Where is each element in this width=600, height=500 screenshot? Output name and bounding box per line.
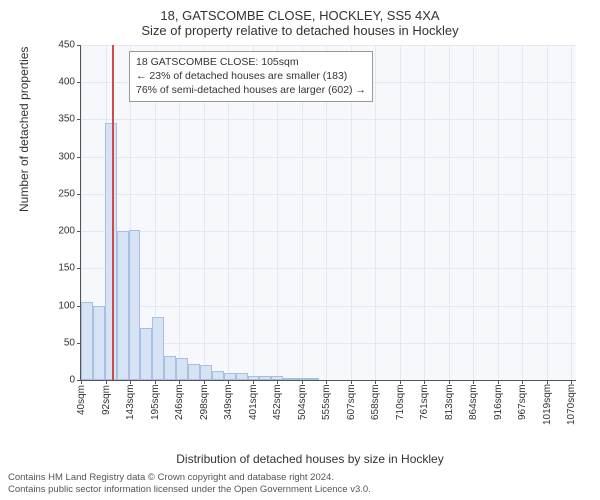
histogram-bar xyxy=(176,358,188,380)
x-axis-label: Distribution of detached houses by size … xyxy=(45,452,575,466)
legend-box: 18 GATSCOMBE CLOSE: 105sqm← 23% of detac… xyxy=(129,51,373,102)
histogram-bar xyxy=(152,317,164,380)
gridline xyxy=(375,45,376,380)
tick-mark xyxy=(106,380,107,384)
y-tick-label: 300 xyxy=(45,151,75,162)
tick-mark xyxy=(179,380,180,384)
tick-mark xyxy=(498,380,499,384)
histogram-bar xyxy=(200,365,212,380)
histogram-bar xyxy=(307,378,319,380)
x-tick-label: 504sqm xyxy=(297,384,308,420)
histogram-bar xyxy=(283,378,295,380)
x-tick-label: 298sqm xyxy=(199,384,210,420)
histogram-chart: Number of detached properties 18 GATSCOM… xyxy=(45,45,575,410)
page-title: 18, GATSCOMBE CLOSE, HOCKLEY, SS5 4XA xyxy=(0,0,600,23)
histogram-bar xyxy=(117,231,129,380)
y-tick-label: 250 xyxy=(45,188,75,199)
histogram-bar xyxy=(259,376,271,380)
x-tick-label: 1019sqm xyxy=(542,384,553,425)
tick-mark xyxy=(449,380,450,384)
x-tick-label: 1070sqm xyxy=(566,384,577,425)
legend-line: ← 23% of detached houses are smaller (18… xyxy=(136,69,366,83)
x-tick-label: 710sqm xyxy=(395,384,406,420)
x-tick-label: 246sqm xyxy=(174,384,185,420)
gridline xyxy=(424,45,425,380)
y-tick-label: 350 xyxy=(45,114,75,125)
page-subtitle: Size of property relative to detached ho… xyxy=(0,23,600,42)
y-tick-label: 200 xyxy=(45,226,75,237)
gridline xyxy=(400,45,401,380)
gridline xyxy=(449,45,450,380)
x-tick-label: 40sqm xyxy=(76,385,87,415)
tick-mark xyxy=(277,380,278,384)
y-tick-label: 50 xyxy=(45,337,75,348)
tick-mark xyxy=(302,380,303,384)
tick-mark xyxy=(155,380,156,384)
y-tick-label: 150 xyxy=(45,263,75,274)
histogram-bar xyxy=(224,373,236,380)
plot-area: 18 GATSCOMBE CLOSE: 105sqm← 23% of detac… xyxy=(80,45,576,381)
x-tick-label: 916sqm xyxy=(493,384,504,420)
histogram-bar xyxy=(105,123,117,380)
histogram-bar xyxy=(248,376,260,380)
gridline xyxy=(498,45,499,380)
tick-mark xyxy=(375,380,376,384)
gridline xyxy=(571,45,572,380)
footer-line: Contains public sector information licen… xyxy=(8,484,371,496)
tick-mark xyxy=(326,380,327,384)
legend-line: 18 GATSCOMBE CLOSE: 105sqm xyxy=(136,55,366,69)
histogram-bar xyxy=(236,373,248,380)
property-marker-line xyxy=(112,45,114,380)
x-tick-label: 658sqm xyxy=(370,384,381,420)
footer-line: Contains HM Land Registry data © Crown c… xyxy=(8,472,371,484)
tick-mark xyxy=(522,380,523,384)
x-tick-label: 555sqm xyxy=(321,384,332,420)
histogram-bar xyxy=(295,378,307,380)
histogram-bar xyxy=(129,230,141,380)
y-axis-label: Number of detached properties xyxy=(17,47,31,212)
gridline xyxy=(522,45,523,380)
y-tick-label: 0 xyxy=(45,375,75,386)
x-tick-label: 92sqm xyxy=(101,385,112,415)
histogram-bar xyxy=(164,356,176,380)
x-tick-label: 607sqm xyxy=(346,384,357,420)
x-tick-label: 864sqm xyxy=(468,384,479,420)
histogram-bar xyxy=(212,371,224,380)
x-tick-label: 401sqm xyxy=(248,384,259,420)
tick-mark xyxy=(253,380,254,384)
tick-mark xyxy=(81,380,82,384)
y-tick-label: 400 xyxy=(45,77,75,88)
tick-mark xyxy=(130,380,131,384)
histogram-bar xyxy=(188,364,200,380)
histogram-bar xyxy=(140,328,152,380)
histogram-bar xyxy=(271,376,283,380)
tick-mark xyxy=(473,380,474,384)
gridline xyxy=(473,45,474,380)
histogram-bar xyxy=(93,306,105,380)
x-tick-label: 813sqm xyxy=(444,384,455,420)
tick-mark xyxy=(228,380,229,384)
x-tick-label: 967sqm xyxy=(517,384,528,420)
tick-mark xyxy=(204,380,205,384)
tick-mark xyxy=(424,380,425,384)
x-tick-label: 761sqm xyxy=(419,384,430,420)
gridline xyxy=(547,45,548,380)
x-tick-label: 195sqm xyxy=(150,384,161,420)
y-tick-label: 450 xyxy=(45,40,75,51)
x-tick-label: 452sqm xyxy=(272,384,283,420)
x-tick-label: 349sqm xyxy=(223,384,234,420)
tick-mark xyxy=(351,380,352,384)
y-tick-label: 100 xyxy=(45,300,75,311)
legend-line: 76% of semi-detached houses are larger (… xyxy=(136,83,366,97)
tick-mark xyxy=(400,380,401,384)
footer-attribution: Contains HM Land Registry data © Crown c… xyxy=(8,472,371,496)
x-tick-label: 143sqm xyxy=(125,384,136,420)
histogram-bar xyxy=(81,302,93,380)
